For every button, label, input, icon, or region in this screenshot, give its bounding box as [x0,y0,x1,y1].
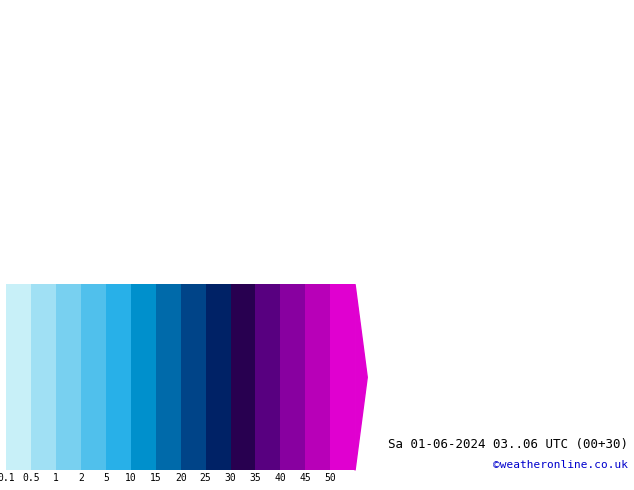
Bar [181,284,205,470]
Text: 5: 5 [103,473,109,483]
Bar [6,284,31,470]
Bar [256,284,280,470]
Text: Precipitation [mm] ECMWF: Precipitation [mm] ECMWF [6,438,186,451]
Text: 0.5: 0.5 [22,473,40,483]
Text: Sa 01-06-2024 03..06 UTC (00+30): Sa 01-06-2024 03..06 UTC (00+30) [387,438,628,451]
Text: 45: 45 [299,473,311,483]
Bar [81,284,106,470]
Bar [106,284,131,470]
Text: 30: 30 [224,473,236,483]
Text: 15: 15 [150,473,162,483]
Text: 20: 20 [175,473,186,483]
Bar [280,284,305,470]
Bar [56,284,81,470]
Bar [305,284,330,470]
Text: 0.1: 0.1 [0,473,15,483]
Text: 35: 35 [250,473,261,483]
Text: 2: 2 [78,473,84,483]
Text: 50: 50 [324,473,336,483]
Bar [156,284,181,470]
Text: ©weatheronline.co.uk: ©weatheronline.co.uk [493,460,628,469]
Text: 40: 40 [275,473,286,483]
Bar [330,284,355,470]
Polygon shape [355,284,367,470]
Text: 25: 25 [200,473,212,483]
Bar [131,284,156,470]
Bar [31,284,56,470]
Text: 1: 1 [53,473,59,483]
Bar [205,284,231,470]
Bar [231,284,256,470]
Text: 10: 10 [125,473,137,483]
